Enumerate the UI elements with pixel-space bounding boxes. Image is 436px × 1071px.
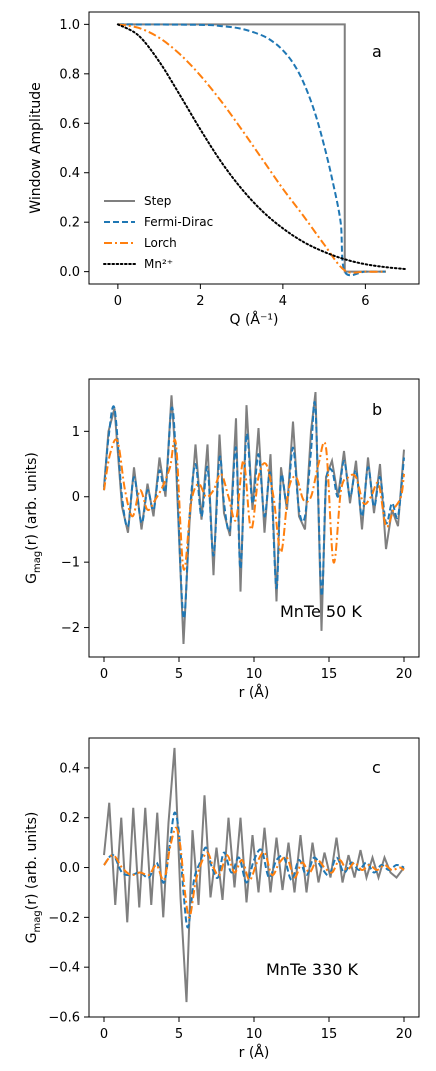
chart-panel-b: 0 5 10 15 20 −2 −1 0 1 r (Å) Gmag(r) (arb. units) b… xyxy=(24,378,420,701)
x-axis-label: r (Å) xyxy=(239,684,270,701)
x-tick-label: 15 xyxy=(321,1027,338,1042)
y-tick-label: 0.6 xyxy=(59,117,80,132)
y-tick-label: 0 xyxy=(72,490,80,505)
plot-frame xyxy=(88,737,420,1018)
legend-label: Fermi-Dirac xyxy=(144,215,213,229)
y-tick-label: −0.2 xyxy=(48,911,80,926)
y-tick-label: 0.8 xyxy=(59,67,80,82)
x-axis-label: Q (Å⁻¹) xyxy=(230,311,279,328)
x-tick-label: 10 xyxy=(246,1027,263,1042)
x-tick-label: 15 xyxy=(321,667,338,682)
x-tick-label: 5 xyxy=(175,667,183,682)
y-axis-label: Gmag(r) (arb. units) xyxy=(24,452,43,584)
x-tick-label: 0 xyxy=(114,294,122,309)
panel-letter: c xyxy=(372,758,381,777)
annotation-text: MnTe 330 K xyxy=(266,960,359,979)
series-line-fermi-dirac xyxy=(103,400,405,620)
legend-label: Step xyxy=(144,194,171,208)
y-tick-label: 0.0 xyxy=(59,265,80,280)
legend: Step Fermi-Dirac Lorch Mn²⁺ xyxy=(103,194,213,271)
y-axis-label: Window Amplitude xyxy=(28,82,44,213)
series-line-lorch xyxy=(117,23,387,274)
x-tick-label: 4 xyxy=(279,294,287,309)
legend-label: Mn²⁺ xyxy=(144,257,173,271)
chart-panel-a: 0 2 4 6 0.0 0.2 0.4 0.6 0.8 1.0 Q (Å⁻¹) Window Ampl… xyxy=(28,11,420,328)
y-tick-label: 0.4 xyxy=(59,166,80,181)
chart-panel-c: 0 5 10 15 20 −0.6 −0.4 −0.2 0.0 0.2 0.4 r (Å) Gmag(r… xyxy=(24,737,420,1061)
x-tick-label: 2 xyxy=(196,294,204,309)
panel-letter: b xyxy=(372,400,382,419)
plot-frame xyxy=(88,11,420,285)
y-tick-label: −1 xyxy=(61,556,80,571)
y-tick-label: 0.2 xyxy=(59,811,80,826)
x-tick-label: 10 xyxy=(246,667,263,682)
x-tick-label: 5 xyxy=(175,1027,183,1042)
series-line-lorch xyxy=(103,826,405,919)
x-tick-label: 20 xyxy=(396,667,413,682)
x-tick-label: 6 xyxy=(361,294,369,309)
x-axis-label: r (Å) xyxy=(239,1044,270,1061)
y-tick-label: 0.4 xyxy=(59,761,80,776)
y-tick-label: −0.6 xyxy=(48,1011,80,1026)
legend-label: Lorch xyxy=(144,236,177,250)
series-line-mn xyxy=(116,23,408,271)
y-tick-label: −2 xyxy=(61,621,80,636)
x-tick-label: 0 xyxy=(100,667,108,682)
series-line-step xyxy=(103,747,405,1003)
x-tick-label: 0 xyxy=(100,1027,108,1042)
y-axis-label: Gmag(r) (arb. units) xyxy=(24,812,43,944)
plot-frame xyxy=(88,378,420,658)
y-tick-label: 1.0 xyxy=(59,18,80,33)
panel-letter: a xyxy=(372,42,382,61)
y-tick-label: 1 xyxy=(72,425,80,440)
series-line-fermi-dirac xyxy=(117,23,386,277)
series-line-lorch xyxy=(103,438,405,571)
x-tick-label: 20 xyxy=(396,1027,413,1042)
series-line-fermi-dirac xyxy=(103,811,405,929)
annotation-text: MnTe 50 K xyxy=(280,602,362,621)
y-tick-label: 0.0 xyxy=(59,861,80,876)
y-tick-label: −0.4 xyxy=(48,961,80,976)
y-tick-label: 0.2 xyxy=(59,216,80,231)
